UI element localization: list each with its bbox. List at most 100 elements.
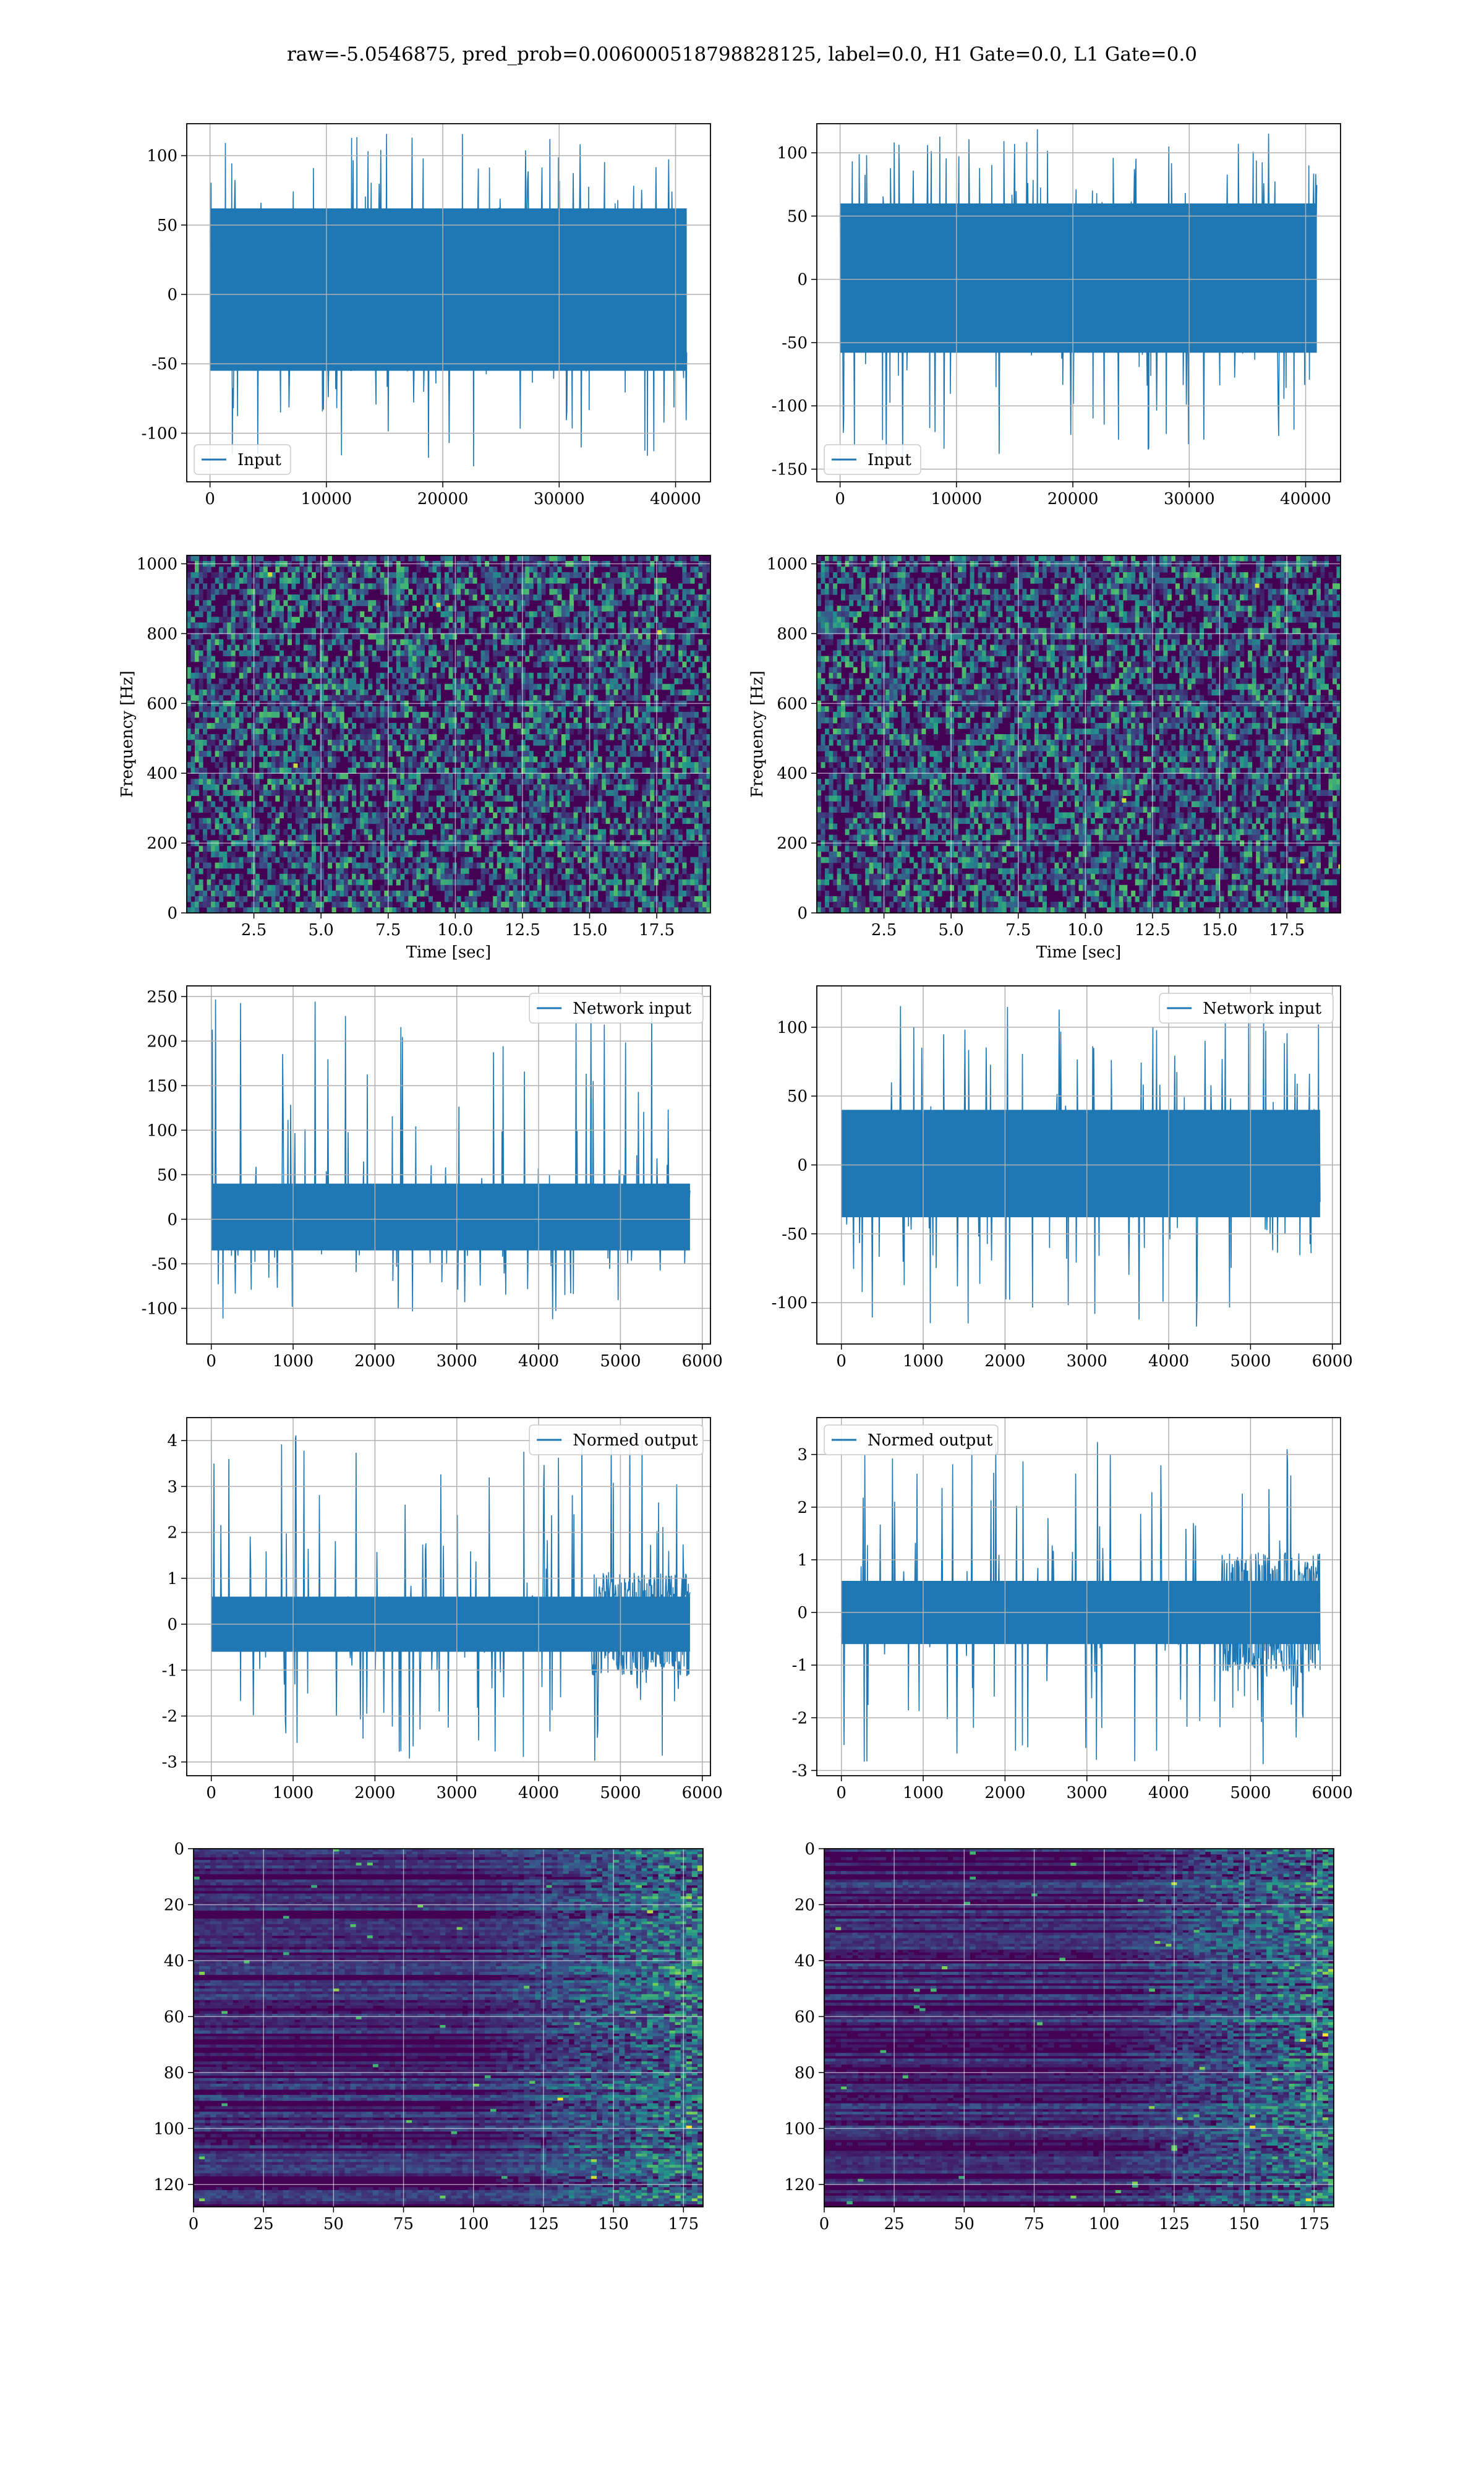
y-tick-label: 100	[777, 1019, 808, 1037]
y-tick-label: 400	[777, 764, 808, 783]
x-tick-label: 10.0	[1067, 921, 1103, 940]
l1-spectrogram-panel: 2.5 5.0 7.5 10.0 12.5 15.0 17.5 0 200 400 600 800 10…	[748, 555, 1341, 962]
x-tick-label: 17.5	[639, 921, 675, 940]
x-tick-label: 150	[598, 2215, 629, 2233]
series-band	[211, 1183, 690, 1251]
y-tick-label: -1	[162, 1661, 177, 1680]
legend-label: Input	[237, 451, 281, 469]
y-tick-label: -1	[792, 1656, 808, 1675]
axes-frame	[816, 1417, 1341, 1776]
x-tick-label: 2000	[984, 1352, 1025, 1371]
y-tick-label: 250	[147, 988, 177, 1006]
y-tick-label: 60	[164, 2008, 184, 2026]
y-tick-label: 50	[157, 216, 177, 235]
y-tick-label: 100	[784, 2120, 815, 2138]
x-tick-label: 6000	[682, 1784, 723, 1802]
y-tick-label: -2	[792, 1709, 808, 1727]
y-tick-label: 40	[164, 1952, 184, 1971]
y-tick-label: -2	[162, 1708, 177, 1726]
plot-area	[187, 986, 710, 1344]
axes-frame	[186, 555, 711, 914]
y-tick-label: 3	[167, 1478, 177, 1496]
y-tick-label: 20	[795, 1896, 815, 1914]
y-tick-label: -100	[772, 1294, 808, 1312]
legend-label: Network input	[1203, 999, 1321, 1018]
y-tick-label: 100	[147, 147, 177, 166]
y-tick-label: 100	[777, 144, 808, 163]
legend-box	[824, 444, 921, 475]
l1-normed-output-panel: 0 1000 2000 3000 4000 5000 6000 -3 -2 -1 0 1 2 3 Norme…	[792, 1417, 1353, 1802]
axes-frame	[824, 1848, 1334, 2207]
x-tick-label: 25	[884, 2215, 905, 2233]
x-tick-label: 7.5	[375, 921, 401, 940]
x-tick-label: 0	[189, 2215, 199, 2233]
legend-label: Normed output	[868, 1431, 993, 1450]
axes-frame	[816, 555, 1341, 914]
x-tick-label: 1000	[903, 1784, 944, 1802]
legend-box	[529, 993, 704, 1024]
y-tick-label: -50	[151, 355, 177, 374]
x-tick-label: 1000	[273, 1352, 313, 1371]
x-tick-label: 4000	[518, 1784, 559, 1802]
legend: Input	[194, 444, 291, 475]
x-tick-label: 2.5	[871, 921, 897, 940]
x-tick-label: 12.5	[1135, 921, 1171, 940]
y-tick-label: -100	[142, 424, 177, 443]
x-tick-label: 0	[835, 490, 845, 508]
x-tick-label: 25	[254, 2215, 274, 2233]
y-tick-label: 200	[147, 834, 177, 853]
x-tick-label: 15.0	[572, 921, 608, 940]
plot-body	[839, 129, 1318, 461]
x-tick-label: 5000	[1230, 1352, 1271, 1371]
x-tick-label: 10000	[301, 490, 352, 508]
figure-title: raw=-5.0546875, pred_prob=0.006000518798…	[287, 43, 1197, 66]
legend: Normed output	[529, 1424, 704, 1455]
y-tick-label: 100	[153, 2120, 184, 2138]
y-tick-label: -50	[782, 334, 808, 353]
y-tick-label: 200	[147, 1032, 177, 1051]
h1-input-panel: 0 10000 20000 30000 40000 -100 -50 0 50 100 Input	[142, 123, 711, 508]
x-tick-label: 5.0	[308, 921, 333, 940]
legend: Normed output	[824, 1424, 999, 1455]
heatmap-image	[187, 555, 710, 913]
x-tick-label: 10000	[931, 490, 983, 508]
x-tick-label: 4000	[1148, 1784, 1189, 1802]
x-tick-label: 100	[458, 2215, 489, 2233]
series-band	[210, 208, 687, 371]
y-tick-label: 0	[167, 286, 177, 304]
x-tick-label: 5.0	[938, 921, 963, 940]
y-tick-label: 1	[797, 1551, 808, 1570]
plot-body	[209, 134, 688, 466]
x-tick-label: 75	[393, 2215, 414, 2233]
x-tick-label: 0	[205, 490, 215, 508]
y-tick-label: 0	[167, 1616, 177, 1634]
y-tick-label: 0	[167, 904, 177, 923]
legend: Network input	[1159, 993, 1334, 1024]
x-tick-label: 20000	[417, 490, 469, 508]
x-tick-label: 12.5	[505, 921, 540, 940]
x-tick-label: 4000	[1148, 1352, 1189, 1371]
y-tick-label: 50	[787, 1087, 808, 1106]
x-tick-label: 2000	[354, 1352, 395, 1371]
x-tick-label: 50	[954, 2215, 974, 2233]
y-tick-label: -3	[792, 1761, 808, 1780]
y-tick-label: 100	[147, 1121, 177, 1140]
axes-frame	[186, 1417, 711, 1776]
x-tick-label: 5000	[600, 1352, 641, 1371]
x-tick-label: 2000	[984, 1784, 1025, 1802]
x-tick-label: 125	[1159, 2215, 1190, 2233]
axes-frame	[816, 985, 1341, 1345]
plot-body	[840, 1006, 1321, 1327]
y-tick-label: 50	[787, 207, 808, 226]
y-tick-label: 2	[167, 1524, 177, 1543]
x-tick-label: 3000	[1067, 1784, 1107, 1802]
y-tick-label: -50	[782, 1225, 808, 1244]
y-tick-label: 50	[157, 1166, 177, 1184]
legend-label: Network input	[573, 999, 691, 1018]
y-tick-label: -3	[162, 1753, 177, 1772]
x-tick-label: 175	[668, 2215, 699, 2233]
x-tick-label: 7.5	[1005, 921, 1031, 940]
axes-frame	[816, 123, 1341, 482]
y-tick-label: -100	[142, 1299, 177, 1318]
